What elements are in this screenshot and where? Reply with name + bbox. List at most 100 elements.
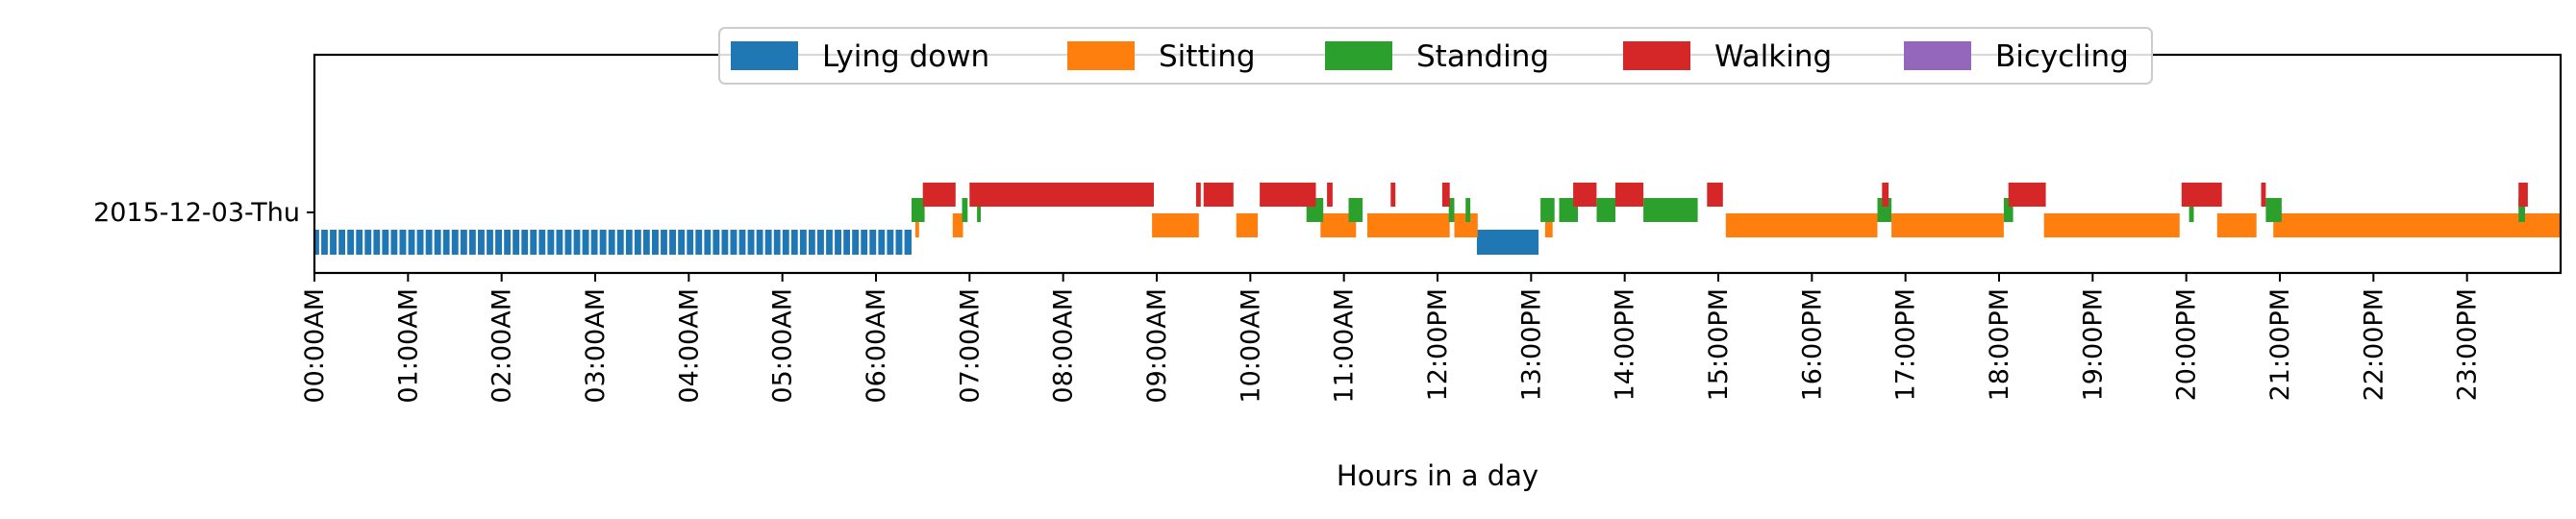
sample-gap (832, 230, 836, 255)
sample-gap (719, 230, 722, 255)
sample-gap (614, 230, 617, 255)
sample-gap (867, 230, 870, 255)
sample-gap (632, 230, 635, 255)
activity-bar-lying-down (1476, 230, 1539, 255)
sample-gap (588, 230, 591, 255)
x-tick-label: 17:00PM (1891, 288, 1921, 401)
sample-gap (841, 230, 844, 255)
activity-bar-standing (1348, 198, 1363, 222)
sample-gap (580, 230, 583, 255)
sample-gap (345, 230, 348, 255)
activity-bar-standing (1465, 198, 1471, 222)
sample-gap (754, 230, 757, 255)
y-axis: 2015-12-03-Thu (93, 198, 314, 228)
sample-gap (563, 230, 565, 255)
sample-gap (606, 230, 609, 255)
sample-gap (354, 230, 357, 255)
sample-gap (380, 230, 383, 255)
sample-gap (466, 230, 469, 255)
activity-bar-sitting (1725, 213, 1878, 237)
sample-gap (780, 230, 783, 255)
x-tick-label: 03:00AM (581, 288, 611, 404)
sample-gap (492, 230, 496, 255)
x-tick-label: 18:00PM (1985, 288, 2014, 401)
sample-gap (327, 230, 331, 255)
activity-bar-walking (922, 183, 956, 207)
activity-bar-walking (1195, 183, 1201, 207)
activity-bar-standing (1540, 198, 1555, 222)
sample-gap (640, 230, 643, 255)
activity-bar-walking (1614, 183, 1644, 207)
legend-label-sitting: Sitting (1159, 39, 1256, 74)
sample-gap (814, 230, 817, 255)
activity-bar-sitting (1367, 213, 1450, 237)
activity-bar-standing (2518, 198, 2525, 222)
activity-bar-standing (977, 198, 981, 222)
x-tick-label: 23:00PM (2453, 288, 2483, 401)
activity-bar-walking (1573, 183, 1597, 207)
sample-gap (623, 230, 626, 255)
activity-bar-walking (1203, 183, 1234, 207)
legend-label-walking: Walking (1714, 39, 1832, 74)
x-tick-label: 22:00PM (2359, 288, 2388, 401)
x-tick-label: 02:00AM (488, 288, 517, 404)
sample-gap (666, 230, 670, 255)
sample-gap (702, 230, 705, 255)
sample-gap (771, 230, 774, 255)
sample-gap (850, 230, 853, 255)
activity-bar-standing (2265, 198, 2282, 222)
legend-label-lying-down: Lying down (822, 39, 989, 74)
x-tick-label: 21:00PM (2265, 288, 2295, 401)
legend-swatch-sitting (1067, 41, 1135, 70)
x-tick-label: 20:00PM (2172, 288, 2202, 401)
legend: Lying down Sitting Standing Walking Bicyclin… (718, 27, 2153, 85)
activity-bar-lying-down (314, 230, 912, 255)
activity-bar-walking (1260, 183, 1316, 207)
sample-gap (685, 230, 688, 255)
x-tick-label: 08:00AM (1049, 288, 1079, 404)
x-tick-label: 01:00AM (393, 288, 423, 404)
sample-gap (397, 230, 400, 255)
activity-bar-walking (1707, 183, 1723, 207)
activity-bar-sitting (2273, 213, 2561, 237)
activity-bar-sitting (1891, 213, 2004, 237)
activity-bar-standing (1643, 198, 1698, 222)
activity-bar-walking (1327, 183, 1333, 207)
legend-label-standing: Standing (1416, 39, 1549, 74)
activity-bar-sitting (2043, 213, 2180, 237)
sample-gap (440, 230, 443, 255)
sample-gap (388, 230, 391, 255)
activity-bar-walking (969, 183, 1154, 207)
sample-gap (554, 230, 557, 255)
x-tick-label: 06:00AM (862, 288, 891, 404)
activity-bar-sitting (914, 213, 919, 237)
activity-bar-standing (962, 198, 968, 222)
sample-gap (537, 230, 539, 255)
x-tick-label: 04:00AM (674, 288, 704, 404)
sample-gap (711, 230, 713, 255)
sample-gap (475, 230, 478, 255)
legend-swatch-lying-down (731, 41, 798, 70)
sample-gap (318, 230, 322, 255)
sample-gap (528, 230, 531, 255)
sample-gap (649, 230, 652, 255)
legend-items: Lying down Sitting Standing Walking Bicyclin… (731, 39, 2129, 74)
x-tick-label: 13:00PM (1516, 288, 1546, 401)
sample-gap (406, 230, 409, 255)
sample-gap (571, 230, 574, 255)
sample-gap (511, 230, 513, 255)
sample-gap (423, 230, 426, 255)
sample-gap (902, 230, 905, 255)
activity-bar-standing (912, 198, 925, 222)
sample-gap (876, 230, 879, 255)
x-tick-label: 09:00AM (1142, 288, 1172, 404)
x-tick-label: 07:00AM (955, 288, 985, 404)
sample-gap (337, 230, 339, 255)
activity-bar-sitting (2216, 213, 2257, 237)
x-tick-label: 15:00PM (1704, 288, 1734, 401)
activity-bar-sitting (1152, 213, 1199, 237)
x-tick-label: 12:00PM (1423, 288, 1453, 401)
x-tick-label: 19:00PM (2078, 288, 2108, 401)
activity-bar-walking (1882, 183, 1889, 207)
